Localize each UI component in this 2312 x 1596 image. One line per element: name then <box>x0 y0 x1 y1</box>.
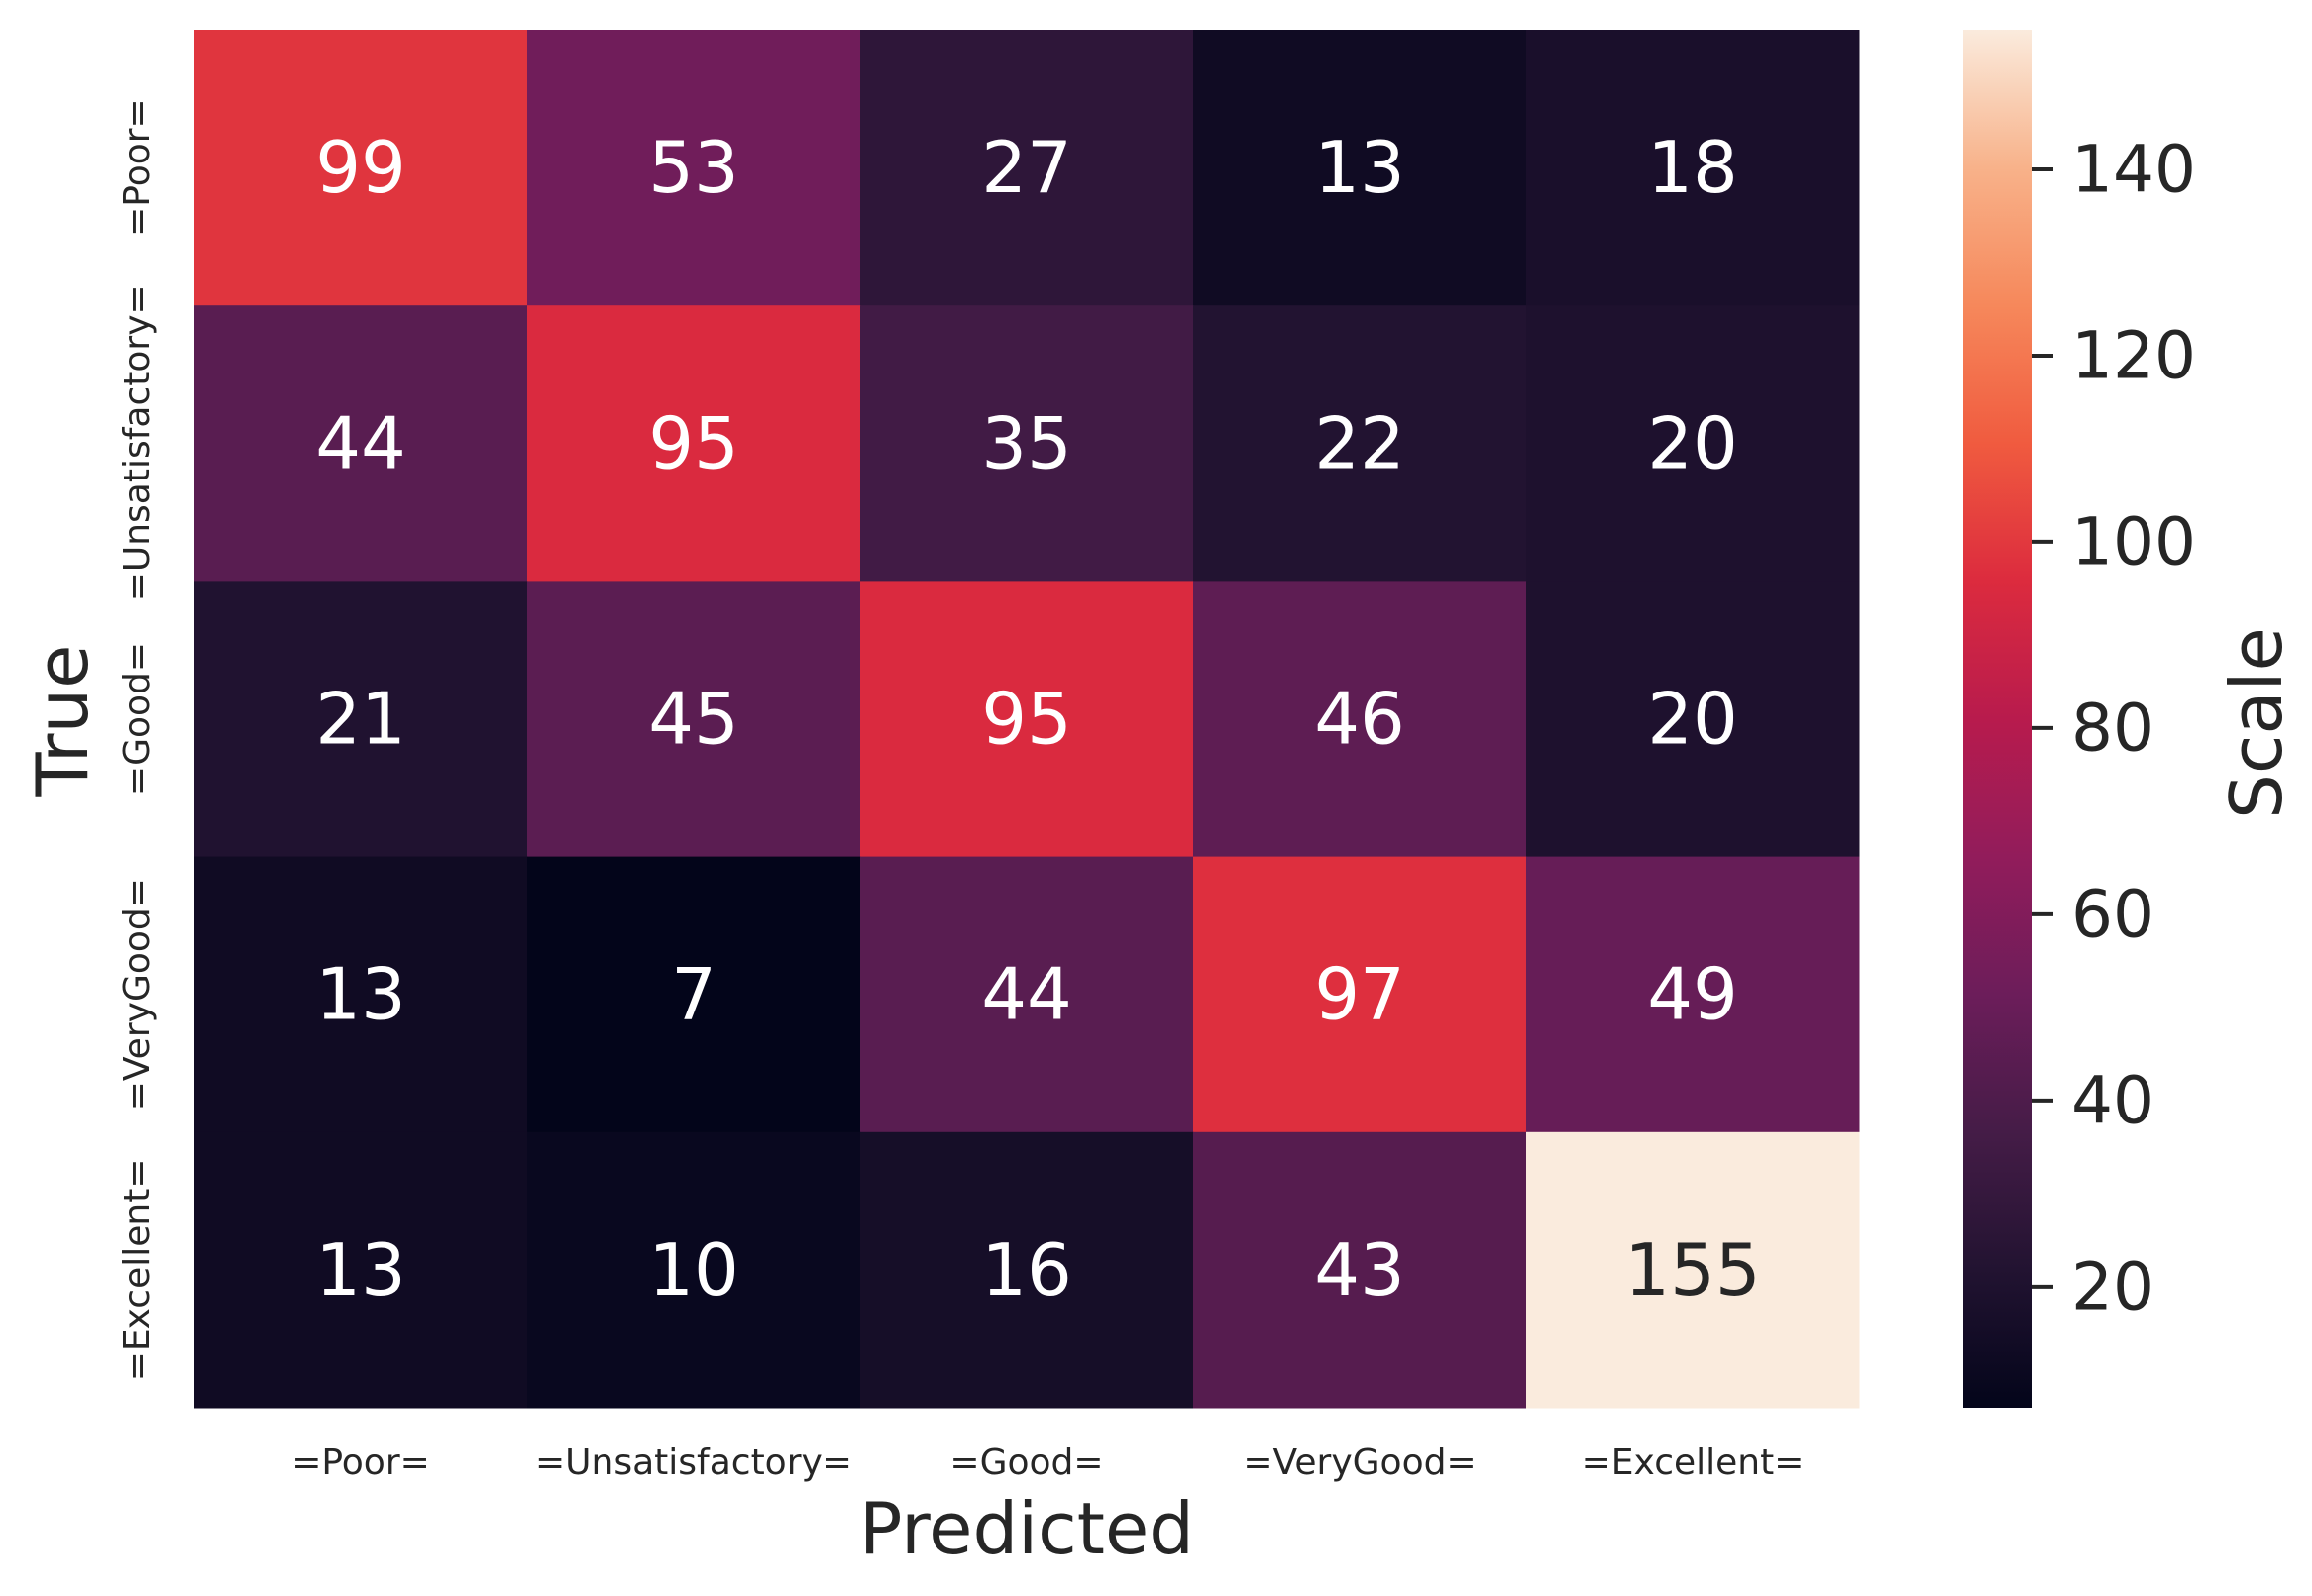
y-tick-label-2: =Good= <box>117 642 158 796</box>
heatmap-cell-1-2 <box>860 305 1194 582</box>
heatmap-cell-4-3 <box>1193 1131 1527 1409</box>
heatmap-cell-0-1 <box>527 30 861 306</box>
heatmap-cell-0-4 <box>1526 30 1860 306</box>
heatmap-cell-value-4-1: 10 <box>648 1228 739 1312</box>
heatmap-cells <box>194 30 1860 1409</box>
heatmap-cell-value-2-1: 45 <box>648 678 739 761</box>
heatmap-cell-2-0 <box>194 581 528 858</box>
heatmap-cell-labels: 99 53 27 13 18 44 95 35 22 20 21 45 95 46 20 13 7 44 97 49 1… <box>315 126 1761 1312</box>
colorbar-tick-label-2: 60 <box>2071 876 2154 952</box>
colorbar <box>1963 30 2032 1408</box>
y-tick-label-4: =Excellent= <box>117 1159 158 1382</box>
colorbar-tick-label-5: 120 <box>2071 317 2196 393</box>
x-tick-label-2: =Good= <box>949 1442 1103 1483</box>
heatmap-cell-value-2-4: 20 <box>1647 678 1738 761</box>
heatmap-cell-value-1-0: 44 <box>315 401 406 484</box>
x-tick-label-4: =Excellent= <box>1582 1442 1805 1483</box>
heatmap-cell-3-1 <box>527 856 861 1133</box>
heatmap-cell-value-3-4: 49 <box>1647 953 1738 1036</box>
colorbar-tick-label-0: 20 <box>2071 1248 2154 1325</box>
heatmap-cell-value-0-4: 18 <box>1647 126 1738 209</box>
heatmap-cell-value-2-0: 21 <box>315 678 406 761</box>
x-tick-label-0: =Poor= <box>291 1442 430 1483</box>
heatmap-cell-4-4 <box>1526 1131 1860 1409</box>
x-axis-tick-labels: =Poor= =Unsatisfactory= =Good= =VeryGood= =E… <box>291 1442 1804 1483</box>
x-tick-label-1: =Unsatisfactory= <box>535 1442 852 1483</box>
heatmap-cell-value-1-1: 95 <box>648 401 739 484</box>
colorbar-tick-label-1: 40 <box>2071 1062 2154 1138</box>
heatmap-cell-4-1 <box>527 1131 861 1409</box>
heatmap-cell-value-4-3: 43 <box>1314 1228 1405 1312</box>
heatmap-cell-value-1-4: 20 <box>1647 401 1738 484</box>
heatmap-cell-3-2 <box>860 856 1194 1133</box>
heatmap-cell-value-4-0: 13 <box>315 1228 406 1312</box>
heatmap-cell-value-0-2: 27 <box>981 126 1072 209</box>
y-axis-label: True <box>21 645 104 798</box>
heatmap-cell-3-4 <box>1526 856 1860 1133</box>
heatmap-cell-4-0 <box>194 1131 528 1409</box>
heatmap-cell-2-4 <box>1526 581 1860 858</box>
heatmap-cell-0-2 <box>860 30 1194 306</box>
heatmap-cell-2-3 <box>1193 581 1527 858</box>
heatmap-cell-value-0-3: 13 <box>1314 126 1405 209</box>
heatmap-cell-4-2 <box>860 1131 1194 1409</box>
heatmap-cell-3-0 <box>194 856 528 1133</box>
heatmap-cell-value-3-1: 7 <box>671 953 716 1036</box>
heatmap-cell-value-0-0: 99 <box>315 126 406 209</box>
heatmap-cell-value-0-1: 53 <box>648 126 739 209</box>
colorbar-tick-label-6: 140 <box>2071 131 2196 207</box>
colorbar-tick-label-3: 80 <box>2071 690 2154 766</box>
colorbar-tick-label-4: 100 <box>2071 503 2196 580</box>
y-tick-label-1: =Unsatisfactory= <box>117 284 158 601</box>
x-axis-label: Predicted <box>859 1487 1194 1570</box>
heatmap-cell-value-3-3: 97 <box>1314 953 1405 1036</box>
x-tick-label-3: =VeryGood= <box>1243 1442 1476 1483</box>
heatmap-cell-2-1 <box>527 581 861 858</box>
heatmap-cell-value-3-0: 13 <box>315 953 406 1036</box>
heatmap-cell-1-3 <box>1193 305 1527 582</box>
y-axis-tick-labels: =Poor= =Unsatisfactory= =Good= =VeryGood= =E… <box>117 98 158 1381</box>
heatmap-cell-value-4-4: 155 <box>1624 1228 1760 1312</box>
heatmap-cell-value-2-2: 95 <box>981 678 1072 761</box>
colorbar-ticks: 20 40 60 80 100 120 140 <box>2032 131 2196 1325</box>
y-tick-label-3: =VeryGood= <box>117 878 158 1111</box>
heatmap-cell-value-2-3: 46 <box>1314 678 1405 761</box>
heatmap-cell-value-3-2: 44 <box>981 953 1072 1036</box>
heatmap-cell-0-0 <box>194 30 528 306</box>
heatmap-cell-0-3 <box>1193 30 1527 306</box>
heatmap-cell-1-1 <box>527 305 861 582</box>
colorbar-label: Scale <box>2215 627 2298 819</box>
y-tick-label-0: =Poor= <box>117 98 158 237</box>
heatmap-cell-1-4 <box>1526 305 1860 582</box>
heatmap-cell-value-4-2: 16 <box>981 1228 1072 1312</box>
heatmap-cell-value-1-3: 22 <box>1314 401 1405 484</box>
heatmap-cell-value-1-2: 35 <box>981 401 1072 484</box>
heatmap-cell-1-0 <box>194 305 528 582</box>
heatmap-cell-3-3 <box>1193 856 1527 1133</box>
heatmap-cell-2-2 <box>860 581 1194 858</box>
